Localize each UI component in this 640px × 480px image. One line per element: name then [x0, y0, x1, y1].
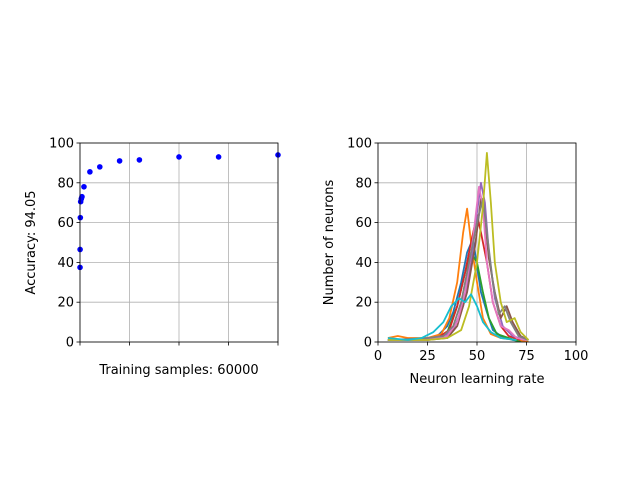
neuron-histogram-chart: 0 20 40 60 80 100 0 25 50 75 100 Neuron learning ra… [322, 137, 588, 388]
neurons-ylabel: Number of neurons [322, 180, 337, 306]
neuron-series-lines [387, 152, 530, 342]
accuracy-ytick-label-5: 100 [49, 137, 74, 152]
neurons-ytick-label-5: 100 [347, 137, 372, 152]
accuracy-chart: 0 20 40 60 80 100 Training samples: 60000 Accur… [24, 137, 281, 378]
accuracy-point-6 [81, 183, 87, 190]
accuracy-frame [79, 142, 279, 343]
neurons-ytick-label-3: 60 [355, 216, 372, 231]
accuracy-ytick-label-1: 20 [57, 296, 74, 311]
neurons-xtick-label-0: 0 [374, 349, 382, 364]
neurons-ytick-label-2: 40 [355, 256, 372, 271]
neurons-xlabel: Neuron learning rate [410, 372, 545, 387]
neurons-ytick-label-1: 20 [355, 296, 372, 311]
accuracy-point-12 [215, 154, 222, 160]
accuracy-point-11 [176, 154, 182, 160]
neurons-xtick-label-2: 50 [469, 349, 486, 364]
accuracy-point-8 [97, 164, 103, 170]
neuron-series-line-6 [387, 185, 527, 341]
neurons-xtick-label-4: 100 [564, 349, 589, 364]
accuracy-point-9 [116, 158, 123, 164]
neurons-xtick-label-1: 25 [419, 349, 436, 364]
accuracy-ylabel: Accuracy: 94.05 [24, 190, 39, 294]
neuron-series-line-9 [387, 293, 517, 341]
neurons-ytick-label-0: 0 [364, 336, 372, 351]
accuracy-ytick-label-0: 0 [66, 336, 74, 351]
accuracy-ytick-label-2: 40 [57, 256, 74, 271]
accuracy-point-5 [79, 193, 85, 200]
neurons-xtick-label-3: 75 [518, 349, 535, 364]
neurons-ytick-label-4: 80 [355, 176, 372, 191]
accuracy-ytick-label-4: 80 [57, 176, 74, 191]
accuracy-point-10 [136, 157, 143, 163]
neurons-frame [377, 142, 577, 343]
accuracy-xlabel: Training samples: 60000 [98, 363, 258, 378]
accuracy-ytick-label-3: 60 [57, 216, 74, 231]
neuron-series-line-8 [387, 152, 530, 341]
accuracy-points [77, 152, 281, 271]
accuracy-point-7 [87, 169, 93, 175]
